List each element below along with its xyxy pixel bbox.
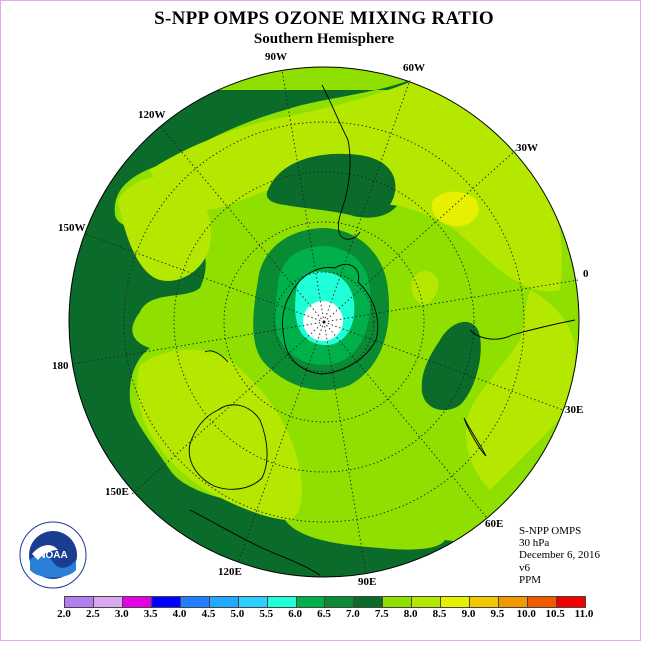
colorbar-swatch bbox=[354, 597, 384, 607]
colorbar-ticks: 2.0 2.5 3.0 3.5 4.0 4.5 5.0 5.5 6.0 6.5 7.0 7.5 8.0 8… bbox=[40, 608, 610, 622]
info-instrument: S-NPP OMPS bbox=[519, 525, 582, 537]
colorbar-tick-label: 4.0 bbox=[172, 608, 187, 620]
colorbar-tick-label: 3.5 bbox=[143, 608, 158, 620]
coast-australia bbox=[188, 404, 268, 490]
colorbar-tick-label: 7.5 bbox=[374, 608, 389, 620]
lon-label-120e: 120E bbox=[218, 566, 242, 578]
contour-dark-east bbox=[421, 321, 481, 411]
contour-small-light bbox=[411, 271, 439, 305]
info-version: v6 bbox=[519, 561, 530, 574]
lon-label-150w: 150W bbox=[58, 222, 86, 234]
colorbar-swatch bbox=[65, 597, 94, 607]
lon-label-90w: 90W bbox=[265, 51, 287, 63]
colorbar-swatch bbox=[267, 597, 297, 607]
lon-label-30w: 30W bbox=[516, 142, 538, 154]
info-block: S-NPP OMPS 30 hPa December 6, 2016 v6 PP… bbox=[519, 525, 600, 586]
page-frame bbox=[0, 0, 641, 641]
lon-label-120w: 120W bbox=[138, 109, 166, 121]
colorbar-swatch bbox=[528, 597, 557, 607]
colorbar-tick-label: 2.5 bbox=[86, 608, 100, 620]
colorbar-swatch bbox=[209, 597, 239, 607]
colorbar-swatch bbox=[122, 597, 152, 607]
colorbar-tick-label: 8.5 bbox=[432, 608, 447, 620]
colorbar-tick-label: 4.5 bbox=[201, 608, 216, 620]
colorbar-swatch bbox=[296, 597, 326, 607]
coast-asia bbox=[189, 509, 321, 576]
colorbar-swatch bbox=[238, 597, 268, 607]
colorbar-swatch bbox=[441, 597, 471, 607]
colorbar-tick-label: 11.0 bbox=[574, 608, 594, 620]
colorbar-swatch bbox=[325, 597, 355, 607]
colorbar-swatch bbox=[151, 597, 181, 607]
lon-label-60e: 60E bbox=[485, 518, 504, 530]
noaa-logo: NOAA bbox=[19, 521, 87, 589]
colorbar-tick-label: 7.0 bbox=[346, 608, 360, 620]
coast-antarctica bbox=[281, 263, 379, 375]
colorbar-tick-label: 5.0 bbox=[230, 608, 245, 620]
lon-label-0: 0 bbox=[583, 268, 589, 280]
colorbar-swatch bbox=[412, 597, 442, 607]
lon-label-150e: 150E bbox=[105, 486, 129, 498]
colorbar-swatch bbox=[93, 597, 123, 607]
contour-8-0-west bbox=[118, 176, 211, 281]
coast-madagascar bbox=[463, 417, 487, 457]
colorbar-tick-label: 6.0 bbox=[288, 608, 302, 620]
colorbar-tick-label: 10.0 bbox=[516, 608, 536, 620]
colorbar-swatch bbox=[470, 597, 500, 607]
colorbar-tick-label: 10.5 bbox=[545, 608, 565, 620]
contour-8-0-south bbox=[137, 349, 302, 520]
page-title: S-NPP OMPS OZONE MIXING RATIO bbox=[154, 8, 494, 29]
colorbar-swatch bbox=[556, 597, 585, 607]
colorbar-tick-label: 8.0 bbox=[403, 608, 418, 620]
lon-label-90e: 90E bbox=[358, 576, 377, 588]
colorbar-tick-label: 5.5 bbox=[259, 608, 274, 620]
coast-south-america bbox=[321, 84, 361, 240]
lon-label-30e: 30E bbox=[565, 404, 584, 416]
colorbar-swatch bbox=[180, 597, 210, 607]
colorbar bbox=[64, 596, 586, 608]
lon-label-180: 180 bbox=[52, 360, 69, 372]
colorbar-swatch bbox=[499, 597, 528, 607]
coastlines bbox=[188, 84, 576, 576]
coast-new-zealand bbox=[204, 350, 229, 363]
contour-8-0-north bbox=[150, 82, 562, 292]
info-units: PPM bbox=[519, 573, 542, 586]
graticule bbox=[71, 69, 579, 575]
contour-dark-sam bbox=[266, 153, 402, 218]
colorbar-tick-label: 9.5 bbox=[490, 608, 505, 620]
colorbar-tick-label: 2.0 bbox=[57, 608, 71, 620]
info-level: 30 hPa bbox=[519, 537, 550, 550]
lon-label-60w: 60W bbox=[403, 62, 425, 74]
pole-marker bbox=[322, 320, 326, 324]
colorbar-tick-label: 6.5 bbox=[317, 608, 331, 620]
coast-africa bbox=[469, 319, 576, 340]
page-subtitle: Southern Hemisphere bbox=[253, 31, 395, 47]
contour-8-5 bbox=[431, 191, 479, 227]
colorbar-tick-label: 9.0 bbox=[461, 608, 476, 620]
info-date: December 6, 2016 bbox=[519, 549, 600, 562]
contour-8-0-east bbox=[466, 290, 575, 490]
colorbar-swatch bbox=[383, 597, 413, 607]
map-outline bbox=[68, 66, 580, 578]
colorbar-tick-label: 3.0 bbox=[114, 608, 129, 620]
noaa-logo-text: NOAA bbox=[38, 550, 67, 561]
